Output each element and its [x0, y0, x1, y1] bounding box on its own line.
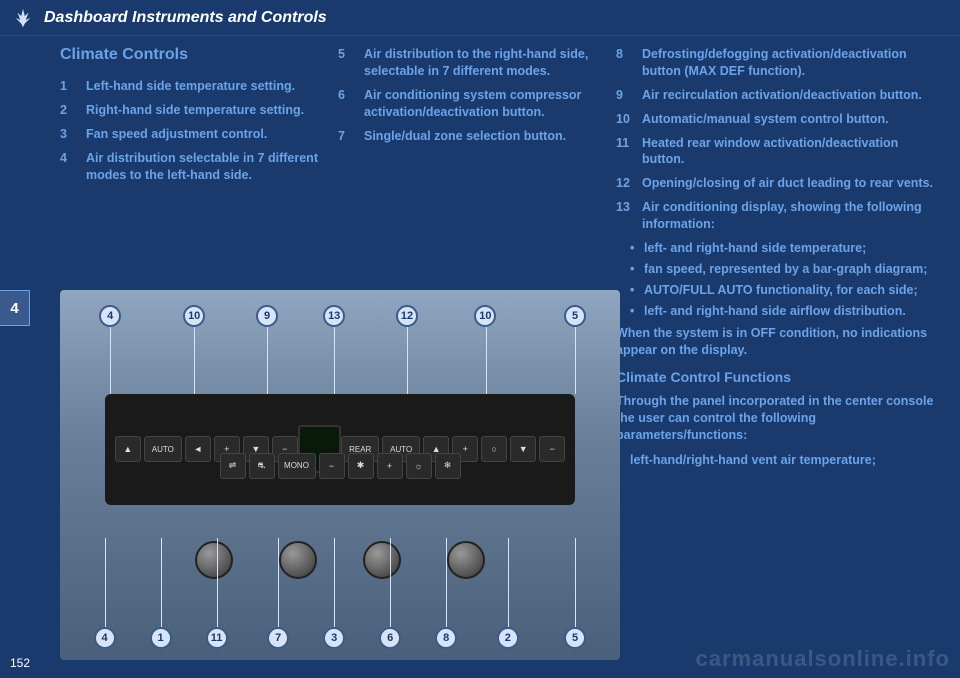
- panel-button: ▼: [510, 436, 536, 462]
- panel-button: +: [377, 453, 403, 479]
- callout-9: 9: [256, 305, 278, 327]
- paragraph-off-condition: When the system is in OFF condition, no …: [616, 325, 942, 359]
- callout-7: 7: [267, 627, 289, 649]
- list-item: Air conditioning display, showing the fo…: [616, 199, 942, 233]
- panel-button: ⇌: [220, 453, 246, 479]
- list-sub-item: AUTO/FULL AUTO functionality, for each s…: [630, 282, 942, 299]
- leader-line: [508, 538, 509, 627]
- panel-button: ☼: [406, 453, 432, 479]
- list-item: Automatic/manual system control button.: [616, 111, 942, 128]
- callout-8: 8: [435, 627, 457, 649]
- diagram-bg: ▲AUTO◄+▼− REARAUTO▲+○▼− ⇌⛐MONO−✱+☼❄ 4109…: [60, 290, 620, 660]
- list-item: Left-hand side temperature setting.: [60, 78, 320, 95]
- column-3: Defrosting/defogging activation/deactiva…: [616, 46, 942, 473]
- list-item: Defrosting/defogging activation/deactiva…: [616, 46, 942, 80]
- leader-line: [334, 327, 335, 394]
- callout-11: 11: [206, 627, 228, 649]
- callout-5: 5: [564, 305, 586, 327]
- leader-line: [161, 538, 162, 627]
- leader-line: [110, 327, 111, 394]
- leader-line: [194, 327, 195, 394]
- section-title: Climate Controls: [60, 46, 320, 64]
- panel-button: −: [539, 436, 565, 462]
- leader-line: [486, 327, 487, 394]
- leader-line: [278, 538, 279, 627]
- lower-knobs: [172, 527, 508, 594]
- para2-list: left-hand/right-hand vent air temperatur…: [616, 452, 942, 469]
- callout-3: 3: [323, 627, 345, 649]
- callout-1: 1: [150, 627, 172, 649]
- leader-line: [267, 327, 268, 394]
- panel-button: ⛐: [249, 453, 275, 479]
- callout-10: 10: [183, 305, 205, 327]
- callout-13: 13: [323, 305, 345, 327]
- panel-button: ✱: [348, 453, 374, 479]
- panel-button: ▲: [115, 436, 141, 462]
- callout-4: 4: [99, 305, 121, 327]
- para2-list-item: left-hand/right-hand vent air temperatur…: [616, 452, 942, 469]
- list-item: Single/dual zone selection button.: [338, 128, 598, 145]
- maserati-logo-icon: [12, 7, 34, 29]
- leader-line: [390, 538, 391, 627]
- paragraph-panel-intro: Through the panel incorporated in the ce…: [616, 393, 942, 444]
- panel-button: ❄: [435, 453, 461, 479]
- list-item: Air recirculation activation/deactivatio…: [616, 87, 942, 104]
- list-b: Air distribution to the right-hand side,…: [338, 46, 598, 144]
- knob-2: [279, 541, 317, 579]
- panel-button: −: [319, 453, 345, 479]
- leader-line: [575, 538, 576, 627]
- list-item: Right-hand side temperature setting.: [60, 102, 320, 119]
- leader-line: [446, 538, 447, 627]
- list-item: Fan speed adjustment control.: [60, 126, 320, 143]
- callout-5: 5: [564, 627, 586, 649]
- list-item: Air distribution selectable in 7 differe…: [60, 150, 320, 184]
- callout-4: 4: [94, 627, 116, 649]
- page-number: 152: [10, 656, 30, 670]
- header-title: Dashboard Instruments and Controls: [44, 9, 327, 27]
- climate-control-diagram: ▲AUTO◄+▼− REARAUTO▲+○▼− ⇌⛐MONO−✱+☼❄ 4109…: [60, 290, 620, 660]
- leader-line: [217, 538, 218, 627]
- list-c-sub: left- and right-hand side temperature; fa…: [630, 240, 942, 320]
- mid-button-group: ⇌⛐MONO−✱+☼❄: [194, 453, 485, 479]
- list-item: Air distribution to the right-hand side,…: [338, 46, 598, 80]
- callout-6: 6: [379, 627, 401, 649]
- list-item: Air conditioning system compressor activ…: [338, 87, 598, 121]
- leader-line: [575, 327, 576, 394]
- knob-3: [363, 541, 401, 579]
- list-sub-item: left- and right-hand side airflow distri…: [630, 303, 942, 320]
- list-item: Heated rear window activation/deactivati…: [616, 135, 942, 169]
- leader-line: [105, 538, 106, 627]
- list-sub-item: left- and right-hand side temperature;: [630, 240, 942, 257]
- sub-section-title: Climate Control Functions: [616, 369, 942, 385]
- knob-4: [447, 541, 485, 579]
- list-c: Defrosting/defogging activation/deactiva…: [616, 46, 942, 233]
- panel-button: AUTO: [144, 436, 182, 462]
- control-panel-strip: ▲AUTO◄+▼− REARAUTO▲+○▼−: [105, 394, 575, 505]
- list-item: Opening/closing of air duct leading to r…: [616, 175, 942, 192]
- leader-line: [407, 327, 408, 394]
- watermark: carmanualsonline.info: [696, 646, 951, 672]
- leader-line: [334, 538, 335, 627]
- callout-10: 10: [474, 305, 496, 327]
- panel-button: MONO: [278, 453, 316, 479]
- page-header: Dashboard Instruments and Controls: [0, 0, 960, 36]
- callout-12: 12: [396, 305, 418, 327]
- list-a: Left-hand side temperature setting. Right…: [60, 78, 320, 183]
- list-sub-item: fan speed, represented by a bar-graph di…: [630, 261, 942, 278]
- callout-2: 2: [497, 627, 519, 649]
- knob-1: [195, 541, 233, 579]
